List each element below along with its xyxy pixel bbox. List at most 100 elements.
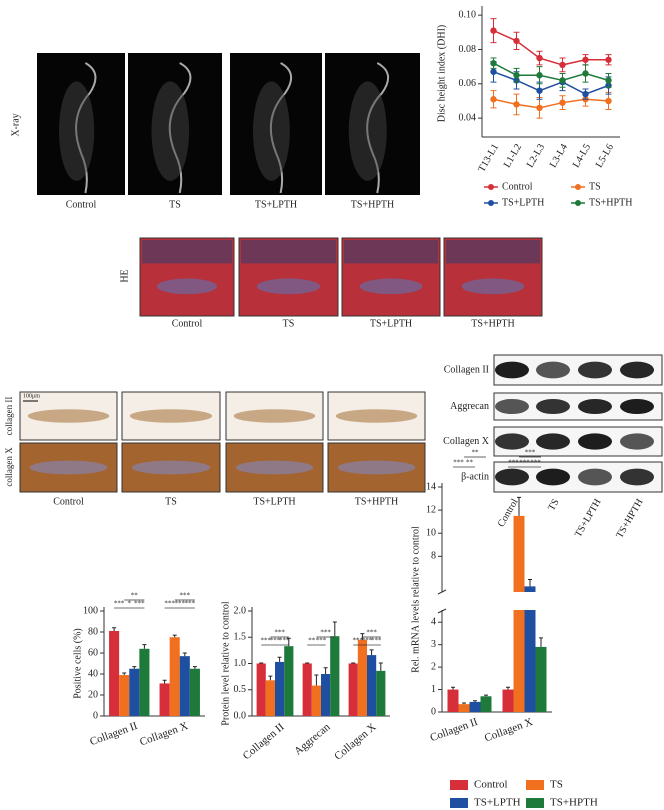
x-tick-label: L2-L3 [525,142,547,170]
y-tick-label: 0.10 [459,9,477,20]
legend-label: TS+HPTH [589,197,632,208]
bar [502,689,514,712]
stain [337,460,416,475]
bar [469,701,481,712]
image-panel [19,442,118,493]
tissue [446,240,540,264]
x-tick-label: Collagen II [88,720,139,748]
legend-label: TS [589,181,601,192]
x-tick-label: Collagen II [428,716,479,744]
line [493,71,609,95]
bar [119,675,130,716]
image-panel [139,237,235,317]
point [605,56,612,63]
y-tick-label: 2.0 [234,605,247,616]
body [59,81,95,181]
band [620,468,654,486]
bar [284,646,294,716]
x-tick-label: L5-L6 [594,142,616,170]
bar [139,648,150,716]
x-tick-label: Collagen X [138,720,190,749]
band [620,433,654,450]
band [620,361,654,379]
y-tick-label: 40 [88,668,98,679]
image-panel [121,391,221,441]
y-tick-label: 0.08 [459,44,477,55]
significance: *** [180,592,191,600]
y-tick-label: 14 [426,481,436,492]
image-panel [19,391,118,441]
error-bar [451,686,455,690]
point [536,87,543,94]
legend-label: TS+HPTH [550,797,598,809]
significance: *** [508,459,519,467]
image-label: TS [169,199,181,210]
significance: ** [308,637,316,645]
significance: *** [134,600,145,608]
error-bar [142,644,147,649]
point [536,54,543,62]
point [605,77,612,84]
bar [524,586,536,712]
body [348,81,387,181]
legend-label: TS+LPTH [474,797,521,809]
y-tick-label: 0.0 [234,710,247,721]
line [493,29,609,66]
image-label: Control [172,318,203,329]
band [536,398,570,415]
image-panel [443,237,543,317]
error-bar [369,649,374,656]
band [495,361,529,379]
bar [179,656,190,716]
significance: *** [366,629,377,637]
point [582,56,589,63]
row-label: Collagen II [444,364,489,375]
y-tick-label: 0.5 [234,684,247,695]
legend-swatch [450,780,468,790]
x-tick-label: Collagen II [241,721,287,762]
significance: *** [525,449,536,457]
significance: ** [466,459,474,467]
bar [189,668,200,716]
bar [376,670,386,716]
point [559,61,566,69]
bar [513,515,525,712]
row-label: collagen X [4,447,14,487]
row-label: Collagen X [443,436,490,447]
bar [480,696,492,712]
tissue [241,240,336,264]
point [490,27,497,34]
panel-label: HE [119,269,130,282]
image-panel [325,53,420,195]
image-label: TS [165,496,177,507]
significance: *** [362,637,373,645]
significance: *** [114,600,125,608]
significance: *** [530,459,541,467]
y-tick-label: 80 [88,626,98,637]
error-bar [172,634,177,638]
y-axis-label: Rel. mRNA levels relative to control [410,526,421,673]
disc [359,278,423,295]
image-label: TS+LPTH [370,318,412,329]
error-bar [112,627,117,631]
line [493,98,609,109]
band [578,398,612,415]
significance: *** [316,637,327,645]
row-label: collagen II [4,397,14,436]
error-bar [506,686,510,690]
disc [461,278,525,295]
legend-swatch [575,200,581,206]
error-bar [259,662,264,664]
image-panel [327,391,426,441]
y-tick-label: 0.04 [459,112,477,123]
error-bar [162,679,167,684]
y-tick-label: 0.06 [459,78,477,89]
band [536,468,570,486]
significance: ** [472,449,480,457]
error-bar [192,666,197,669]
legend-label: TS+LPTH [502,197,544,208]
point [536,104,543,112]
significance: *** [353,637,364,645]
image-panel [37,53,125,195]
